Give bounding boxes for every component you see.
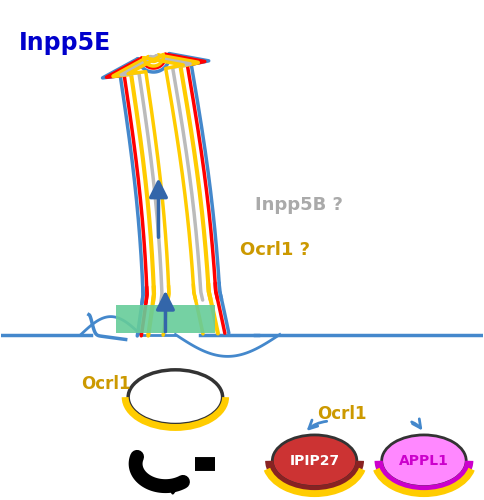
Text: IPIP27: IPIP27 bbox=[289, 454, 340, 468]
Ellipse shape bbox=[382, 435, 466, 486]
Text: Ocrl1: Ocrl1 bbox=[81, 375, 130, 393]
Ellipse shape bbox=[128, 370, 223, 424]
Text: Ocrl1: Ocrl1 bbox=[318, 405, 367, 423]
Text: Inpp5B ?: Inpp5B ? bbox=[255, 196, 343, 214]
Text: Inpp5E: Inpp5E bbox=[19, 32, 111, 56]
Bar bbox=[116, 304, 215, 332]
Text: APPL1: APPL1 bbox=[399, 454, 449, 468]
Ellipse shape bbox=[272, 435, 357, 486]
Text: Ocrl1 ?: Ocrl1 ? bbox=[240, 241, 310, 259]
